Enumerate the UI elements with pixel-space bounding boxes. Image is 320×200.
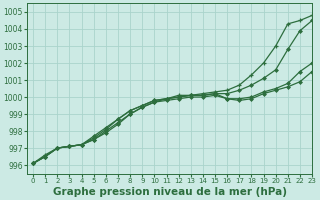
X-axis label: Graphe pression niveau de la mer (hPa): Graphe pression niveau de la mer (hPa): [52, 187, 286, 197]
